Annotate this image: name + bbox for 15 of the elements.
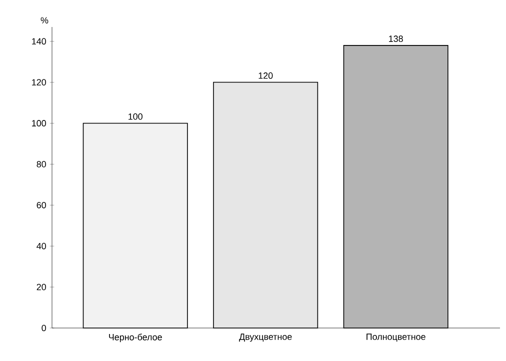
y-tick-label: 40: [36, 242, 46, 250]
y-tick-label: 0: [42, 324, 46, 332]
y-tick-label: 80: [36, 161, 46, 168]
data-label: 120: [258, 72, 273, 79]
y-tick-label: 100: [32, 120, 46, 126]
x-tick-label: Двухцветное: [239, 334, 292, 342]
y-tick-label: 120: [32, 79, 46, 86]
y-tick-label: 60: [36, 202, 46, 208]
data-label: 138: [389, 36, 403, 42]
y-tick-label: 140: [32, 38, 46, 45]
data-label: 100: [128, 113, 142, 120]
x-tick-label: Черно-белое: [109, 334, 162, 342]
x-tick-label: Полноцветное: [366, 334, 426, 342]
y-tick-label: 20: [36, 284, 46, 290]
y-axis-title: %: [40, 17, 48, 24]
